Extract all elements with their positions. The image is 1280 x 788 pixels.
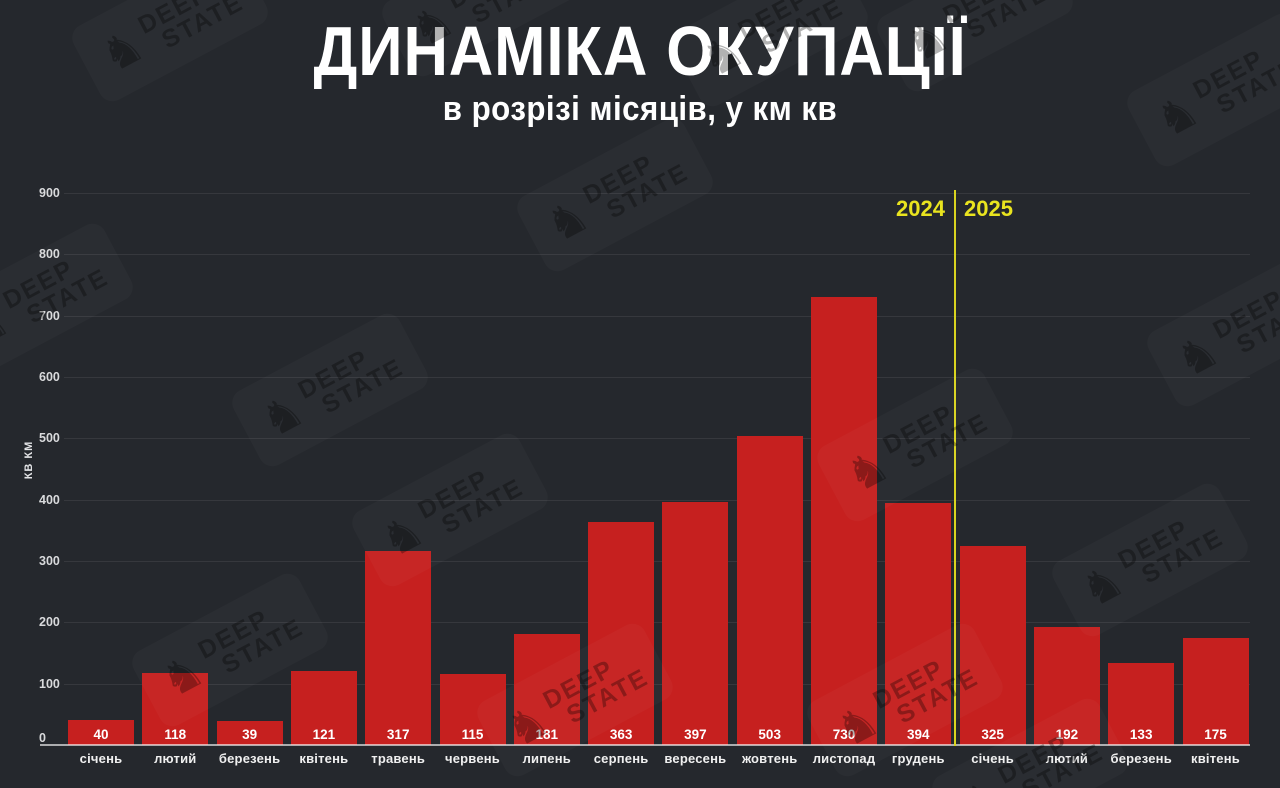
x-category-label: березень: [1110, 751, 1172, 766]
bar-13-лютий: 192: [1033, 627, 1100, 745]
y-tick-label-400: 400: [39, 492, 60, 507]
bar-value-label: 192: [1055, 727, 1079, 742]
x-category-label: лютий: [1045, 751, 1089, 766]
x-category-label: серпень: [593, 751, 649, 766]
x-category-label: жовтень: [741, 751, 798, 766]
bar-6-липень: 181: [513, 634, 580, 745]
bar-value-label: 121: [312, 727, 336, 742]
gridline-100: [64, 683, 1250, 685]
y-tick-label-900: 900: [39, 186, 60, 200]
y-tick-label-0: 0: [39, 731, 46, 745]
year-label-2024: 2024: [896, 196, 945, 221]
gridline-300: [64, 561, 1250, 562]
bar-10-листопад: 730: [811, 297, 877, 745]
x-category-label: лютий: [154, 751, 197, 766]
x-category-label: квітень: [1191, 751, 1240, 766]
gridline-700: [64, 315, 1250, 317]
x-category-label: квітень: [299, 751, 349, 766]
bar-11-грудень: 394: [885, 503, 952, 745]
bar-8-вересень: 397: [662, 502, 729, 745]
gridline-500: [64, 438, 1250, 440]
y-tick-label-600: 600: [39, 370, 60, 384]
bar-7-серпень: 363: [588, 522, 655, 745]
gridline-200: [64, 622, 1250, 624]
x-category-label: вересень: [664, 751, 727, 766]
bar-value-label: 503: [758, 727, 781, 742]
x-category-label: грудень: [891, 751, 945, 766]
header: ДИНАМІКА ОКУПАЦІЇ в розрізі місяців, у к…: [0, 0, 1280, 128]
page-title: ДИНАМІКА ОКУПАЦІЇ: [313, 12, 967, 90]
gridline-400: [64, 499, 1250, 501]
gridline-600: [64, 377, 1250, 378]
y-tick-label-800: 800: [39, 247, 60, 262]
bar-value-label: 133: [1129, 727, 1153, 742]
x-category-label: березень: [218, 751, 281, 766]
y-axis-title: КВ КМ: [23, 440, 35, 480]
bar-12-січень: 325: [959, 546, 1026, 745]
bar-15-квітень: 175: [1182, 638, 1249, 745]
bar-value-label: 40: [93, 727, 109, 742]
bar-value-label: 181: [535, 727, 559, 742]
bar-2-березень: 39: [216, 721, 283, 745]
page-subtitle: в розрізі місяців, у км кв: [442, 90, 838, 128]
gridline-800: [64, 254, 1250, 256]
x-category-label: липень: [522, 751, 571, 766]
y-tick-label-300: 300: [39, 554, 60, 568]
bar-value-label: 317: [386, 727, 410, 742]
bar-value-label: 394: [907, 727, 930, 742]
bar-5-червень: 115: [439, 674, 506, 745]
y-tick-label-100: 100: [39, 676, 60, 691]
bar-value-label: 115: [461, 727, 484, 742]
bar-value-label: 397: [684, 727, 707, 742]
x-category-label: червень: [444, 751, 500, 766]
bar-3-квітень: 121: [290, 671, 357, 745]
gridline-900: [64, 193, 1250, 194]
x-category-label: січень: [79, 751, 123, 766]
x-category-label: січень: [971, 751, 1014, 766]
bar-value-label: 363: [609, 727, 633, 742]
bar-value-label: 175: [1204, 727, 1227, 742]
year-divider-line: [954, 190, 956, 746]
bar-4-травень: 317: [365, 551, 432, 745]
x-axis-line: [40, 744, 1250, 746]
bar-9-жовтень: 503: [736, 436, 803, 745]
bar-0-січень: 40: [68, 720, 134, 745]
y-tick-label-700: 700: [39, 308, 60, 323]
y-tick-label-200: 200: [39, 615, 60, 630]
bar-value-label: 39: [242, 727, 258, 742]
year-label-2025: 2025: [964, 196, 1013, 221]
bar-value-label: 118: [164, 727, 187, 742]
bar-14-березень: 133: [1108, 663, 1175, 745]
x-category-label: травень: [371, 751, 426, 766]
x-category-label: листопад: [812, 751, 876, 766]
bar-1-лютий: 118: [142, 673, 209, 745]
bar-value-label: 730: [832, 727, 856, 742]
bar-value-label: 325: [981, 727, 1004, 742]
y-tick-label-500: 500: [39, 431, 60, 446]
